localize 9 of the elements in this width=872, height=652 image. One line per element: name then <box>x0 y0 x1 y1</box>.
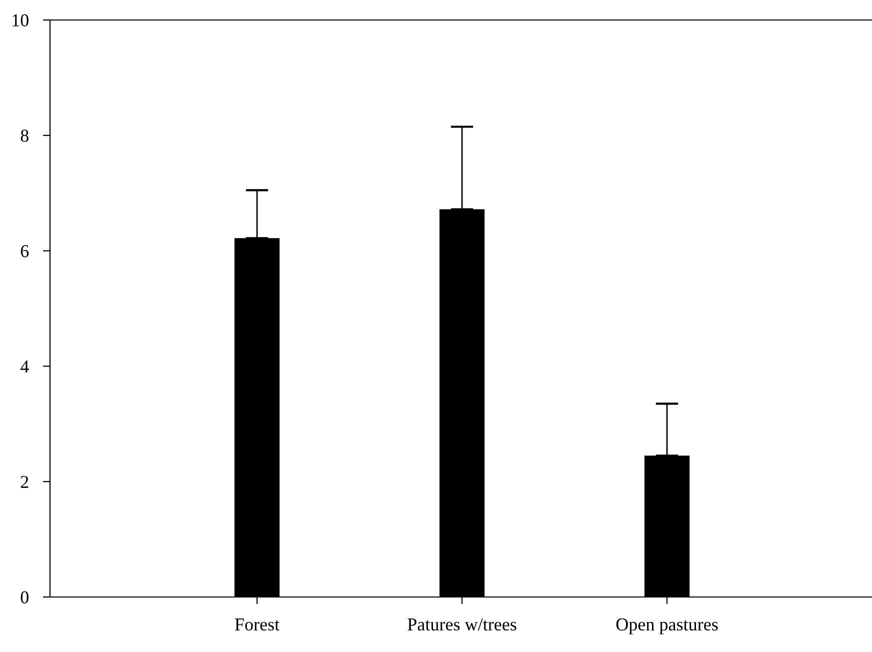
y-tick-label: 4 <box>20 360 29 372</box>
y-tick-label: 8 <box>20 130 28 142</box>
x-tick-label: Patures w/trees <box>408 618 516 631</box>
y-tick-label: 6 <box>20 245 29 258</box>
y-tick-label: 2 <box>20 476 28 488</box>
y-tick-label: 0 <box>20 591 28 604</box>
x-tick-label: Open pastures <box>616 618 718 634</box>
x-tick-label: Forest <box>234 618 280 631</box>
y-tick-label: 10 <box>12 14 28 26</box>
